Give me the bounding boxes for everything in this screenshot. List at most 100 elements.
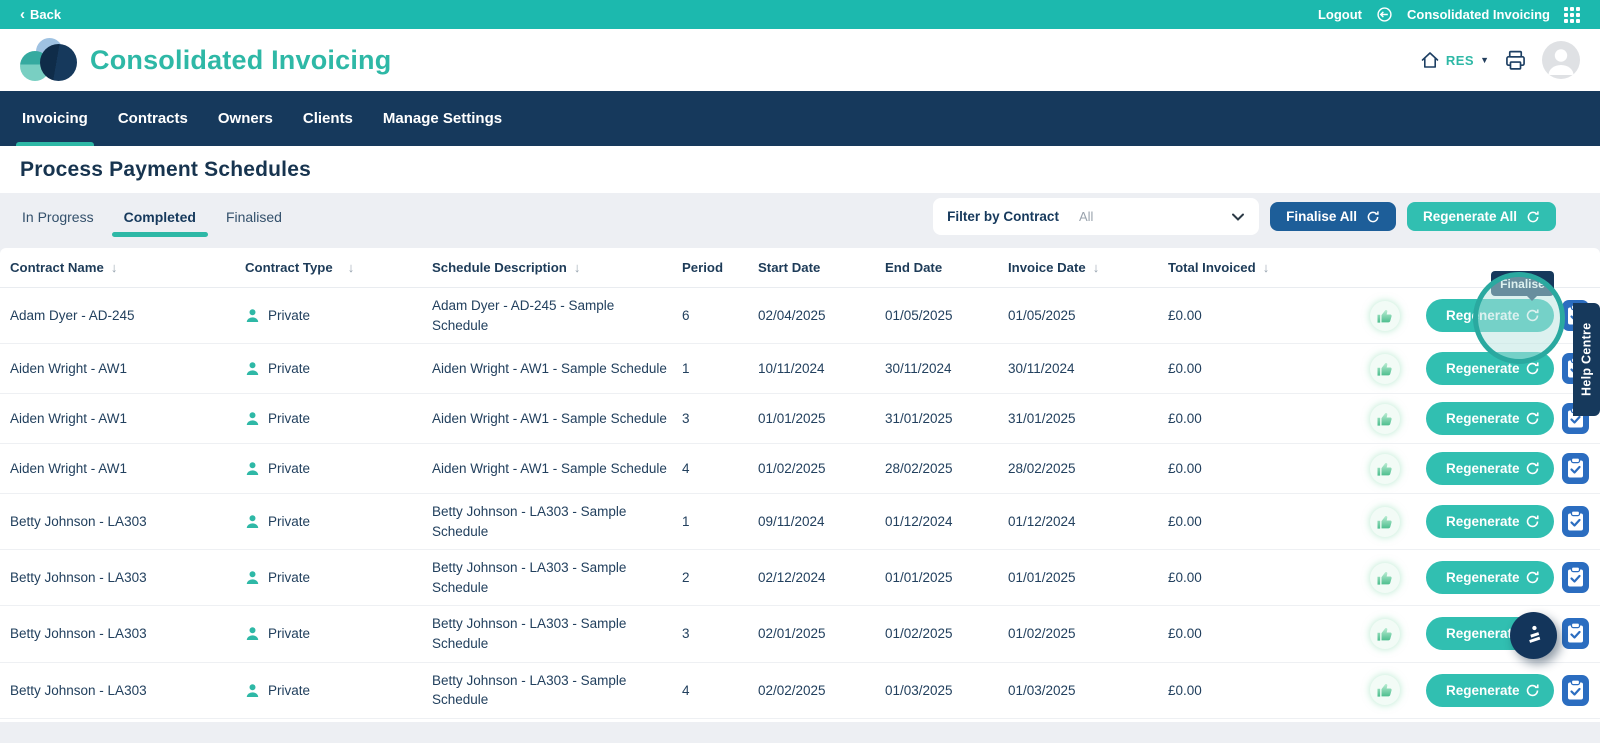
finalise-button[interactable] bbox=[1562, 675, 1589, 706]
regenerate-button[interactable]: Regenerate bbox=[1426, 505, 1554, 538]
refresh-icon bbox=[1525, 683, 1540, 698]
tab-completed[interactable]: Completed bbox=[124, 193, 196, 240]
thumbs-up-icon[interactable] bbox=[1370, 563, 1400, 593]
nav-item-clients[interactable]: Clients bbox=[303, 91, 353, 146]
apps-grid-icon[interactable] bbox=[1564, 7, 1580, 23]
thumbs-up-icon[interactable] bbox=[1370, 301, 1400, 331]
regenerate-button[interactable]: Regenerate bbox=[1426, 452, 1554, 485]
regenerate-button[interactable]: Regenerate bbox=[1426, 402, 1554, 435]
sort-desc-icon[interactable]: ↓ bbox=[1263, 260, 1270, 275]
finalise-button[interactable] bbox=[1562, 506, 1589, 537]
period-cell: 1 bbox=[682, 514, 758, 529]
table-row: Betty Johnson - LA303 Private Betty John… bbox=[0, 550, 1600, 606]
table-row: Betty Johnson - LA303 Private Betty John… bbox=[0, 663, 1600, 719]
period-cell: 1 bbox=[682, 361, 758, 376]
regenerate-all-button[interactable]: Regenerate All bbox=[1407, 202, 1556, 231]
chevron-down-icon: ▼ bbox=[1480, 55, 1489, 65]
period-cell: 6 bbox=[682, 308, 758, 323]
sort-desc-icon[interactable]: ↓ bbox=[574, 260, 581, 275]
page-title: Process Payment Schedules bbox=[20, 158, 311, 182]
end-date-cell: 31/01/2025 bbox=[885, 411, 1008, 426]
table-row: Aiden Wright - AW1 Private Aiden Wright … bbox=[0, 394, 1600, 444]
title-bar: Process Payment Schedules bbox=[0, 146, 1600, 193]
tab-in-progress[interactable]: In Progress bbox=[22, 193, 94, 240]
tab-finalised[interactable]: Finalised bbox=[226, 193, 282, 240]
contract-type-label: Private bbox=[268, 514, 310, 529]
person-icon bbox=[245, 411, 260, 426]
logout-icon[interactable] bbox=[1376, 6, 1393, 23]
person-icon bbox=[245, 361, 260, 376]
regenerate-label: Regenerate bbox=[1446, 411, 1520, 426]
schedules-table: Contract Name↓ Contract Type↓ Schedule D… bbox=[0, 248, 1600, 722]
total-invoiced-cell: £0.00 bbox=[1168, 461, 1340, 476]
nav-item-owners[interactable]: Owners bbox=[218, 91, 273, 146]
thumbs-up-icon[interactable] bbox=[1370, 675, 1400, 705]
contract-type-cell: Private bbox=[245, 626, 432, 641]
logout-button[interactable]: Logout bbox=[1318, 7, 1362, 22]
row-actions: Regenerate bbox=[1340, 674, 1600, 707]
thumbs-up-icon[interactable] bbox=[1370, 404, 1400, 434]
row-actions: Regenerate bbox=[1340, 452, 1600, 485]
thumbs-up-icon[interactable] bbox=[1370, 619, 1400, 649]
help-centre-tab[interactable]: Help Centre bbox=[1573, 303, 1600, 416]
nav-item-invoicing[interactable]: Invoicing bbox=[22, 91, 88, 146]
thumbs-up-icon[interactable] bbox=[1370, 354, 1400, 384]
filter-by-contract-select[interactable]: Filter by Contract All bbox=[933, 198, 1259, 235]
regenerate-button[interactable]: Regenerate bbox=[1426, 674, 1554, 707]
environment-selector[interactable]: RES ▼ bbox=[1420, 50, 1489, 70]
regenerate-button[interactable]: Regenerate bbox=[1426, 352, 1554, 385]
column-header-schedule-description[interactable]: Schedule Description↓ bbox=[432, 260, 682, 275]
contract-type-label: Private bbox=[268, 308, 310, 323]
table-row: Adam Dyer - AD-245 Private Adam Dyer - A… bbox=[0, 288, 1600, 344]
home-icon bbox=[1420, 50, 1440, 70]
contract-name-cell: Betty Johnson - LA303 bbox=[10, 626, 245, 641]
refresh-icon bbox=[1526, 210, 1540, 224]
nav-item-manage-settings[interactable]: Manage Settings bbox=[383, 91, 502, 146]
thumbs-up-icon[interactable] bbox=[1370, 454, 1400, 484]
finalise-button[interactable] bbox=[1562, 453, 1589, 484]
end-date-cell: 28/02/2025 bbox=[885, 461, 1008, 476]
finalise-all-button[interactable]: Finalise All bbox=[1270, 202, 1396, 231]
contract-name-cell: Aiden Wright - AW1 bbox=[10, 361, 245, 376]
table-body: Adam Dyer - AD-245 Private Adam Dyer - A… bbox=[0, 288, 1600, 719]
column-header-contract-type[interactable]: Contract Type↓ bbox=[245, 260, 432, 275]
table-row: Aiden Wright - AW1 Private Aiden Wright … bbox=[0, 344, 1600, 394]
contract-name-cell: Aiden Wright - AW1 bbox=[10, 461, 245, 476]
sort-desc-icon[interactable]: ↓ bbox=[348, 260, 355, 275]
column-header-contract-name[interactable]: Contract Name↓ bbox=[10, 260, 245, 275]
regenerate-label: Regenerate bbox=[1446, 461, 1520, 476]
regenerate-label: Regenerate bbox=[1446, 308, 1520, 323]
end-date-cell: 30/11/2024 bbox=[885, 361, 1008, 376]
row-actions: Regenerate bbox=[1340, 402, 1600, 435]
refresh-icon bbox=[1525, 514, 1540, 529]
app-title: Consolidated Invoicing bbox=[90, 45, 391, 76]
app-switch-link[interactable]: Consolidated Invoicing bbox=[1407, 7, 1550, 22]
print-icon[interactable] bbox=[1504, 49, 1527, 72]
column-header-total-invoiced[interactable]: Total Invoiced↓ bbox=[1168, 260, 1340, 275]
nav-item-contracts[interactable]: Contracts bbox=[118, 91, 188, 146]
finalise-button[interactable] bbox=[1562, 562, 1589, 593]
schedule-description-cell: Aiden Wright - AW1 - Sample Schedule bbox=[432, 351, 682, 387]
end-date-cell: 01/03/2025 bbox=[885, 683, 1008, 698]
finalise-button[interactable] bbox=[1562, 618, 1589, 649]
thumbs-up-icon[interactable] bbox=[1370, 507, 1400, 537]
sort-desc-icon[interactable]: ↓ bbox=[1093, 260, 1100, 275]
help-beacon-button[interactable] bbox=[1510, 612, 1557, 659]
back-label: Back bbox=[30, 7, 61, 22]
user-avatar[interactable] bbox=[1542, 41, 1580, 79]
table-row: Betty Johnson - LA303 Private Betty John… bbox=[0, 494, 1600, 550]
contract-name-cell: Betty Johnson - LA303 bbox=[10, 570, 245, 585]
chevron-down-icon bbox=[1231, 212, 1245, 222]
sort-desc-icon[interactable]: ↓ bbox=[111, 260, 118, 275]
total-invoiced-cell: £0.00 bbox=[1168, 308, 1340, 323]
row-actions: Regenerate bbox=[1340, 617, 1600, 650]
column-header-invoice-date[interactable]: Invoice Date↓ bbox=[1008, 260, 1168, 275]
person-icon bbox=[245, 683, 260, 698]
back-button[interactable]: ‹ Back bbox=[20, 7, 61, 22]
regenerate-button[interactable]: Regenerate bbox=[1426, 561, 1554, 594]
contract-type-label: Private bbox=[268, 683, 310, 698]
regenerate-label: Regenerate bbox=[1446, 361, 1520, 376]
total-invoiced-cell: £0.00 bbox=[1168, 626, 1340, 641]
invoice-date-cell: 01/01/2025 bbox=[1008, 570, 1168, 585]
person-icon bbox=[245, 626, 260, 641]
